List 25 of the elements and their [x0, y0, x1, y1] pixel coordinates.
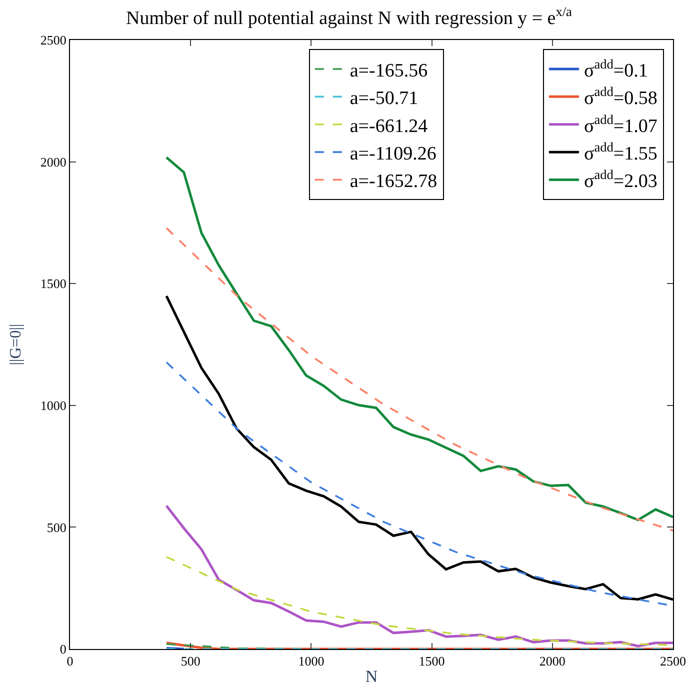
y-tick-label: 0: [60, 642, 66, 657]
legend-label: a=-50.71: [350, 88, 418, 110]
x-tick-label: 500: [180, 654, 200, 669]
chart-title: Number of null potential against N with regression y = e$^{x/a}$: [126, 4, 572, 29]
y-axis-title: ||G=0||: [7, 324, 24, 366]
legend-label: σ$^{add}$=0.58: [584, 84, 658, 110]
x-tick-label: 1500: [418, 654, 445, 669]
line-series: [166, 227, 673, 532]
y-tick-label: 500: [46, 520, 66, 535]
legend-label: a=-661.24: [350, 116, 428, 137]
legend-label: σ$^{add}$=2.03: [584, 167, 658, 192]
legend-label: σ$^{add}$=1.55: [584, 140, 658, 164]
x-tick-label: 2000: [539, 654, 566, 669]
legend-label: a=-1109.26: [350, 143, 436, 164]
x-tick-label: 1000: [298, 654, 324, 669]
x-tick-label: 2500: [660, 654, 686, 669]
y-tick-label: 1000: [40, 398, 66, 413]
y-tick-label: 2500: [40, 32, 66, 48]
legend-label: σ$^{add}$=1.07: [584, 112, 658, 137]
y-tick-label: 2000: [40, 154, 66, 170]
legend-label: a=-1652.78: [350, 171, 438, 192]
legend-label: σ$^{add}$=0.1: [584, 56, 648, 82]
x-axis-title: N: [365, 667, 378, 686]
legend-label: a=-165.56: [350, 60, 428, 82]
y-tick-label: 1500: [40, 276, 66, 292]
